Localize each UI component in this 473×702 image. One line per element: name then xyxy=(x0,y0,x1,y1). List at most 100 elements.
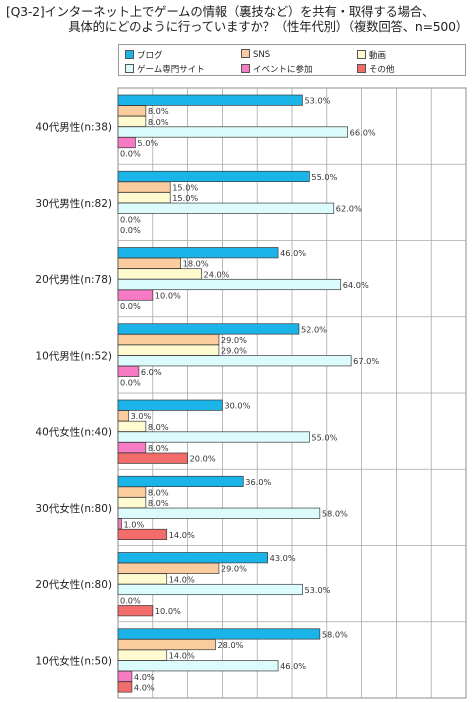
data-label: 8.0% xyxy=(148,106,169,116)
data-label: 4.0% xyxy=(134,672,155,682)
bar-video xyxy=(117,268,202,280)
bar-sns xyxy=(117,562,220,574)
data-label: 24.0% xyxy=(204,269,230,279)
data-label: 0.0% xyxy=(120,596,141,606)
data-label: 14.0% xyxy=(169,574,195,584)
data-label: 10.0% xyxy=(155,291,181,301)
legend-swatch-event xyxy=(241,64,250,73)
bar-game-site xyxy=(117,660,279,672)
bar-video xyxy=(117,344,220,356)
data-label: 36.0% xyxy=(245,477,271,487)
data-label: 55.0% xyxy=(311,172,337,182)
data-label: 29.0% xyxy=(221,346,247,356)
legend-swatch-game-site xyxy=(125,64,134,73)
data-label: 64.0% xyxy=(343,280,369,290)
data-label: 10.0% xyxy=(155,606,181,616)
data-label: 29.0% xyxy=(221,564,247,574)
legend-item-event: イベントに参加 xyxy=(241,63,313,75)
legend-swatch-other xyxy=(357,64,366,73)
bar-event xyxy=(117,137,136,149)
legend-item-game-site: ゲーム専門サイト xyxy=(125,63,205,75)
data-label: 67.0% xyxy=(353,356,379,366)
chart-title-line-1: [Q3-2]インターネット上でゲームの情報（裏技など）を共有・取得する場合、 xyxy=(6,4,435,19)
data-label: 58.0% xyxy=(322,629,348,639)
category-label: 20代男性(n:78) xyxy=(35,273,112,286)
legend-swatch-video xyxy=(357,50,366,59)
bar-blog xyxy=(117,247,279,259)
legend-label-video: 動画 xyxy=(369,51,387,61)
legend-swatch-blog xyxy=(125,50,134,59)
bar-video xyxy=(117,649,168,661)
bar-game-site xyxy=(117,583,303,596)
bar-other xyxy=(117,605,154,617)
bar-blog xyxy=(117,170,310,182)
data-label: 14.0% xyxy=(169,530,195,540)
data-label: 1.0% xyxy=(123,519,144,529)
bar-game-site xyxy=(117,202,335,214)
data-label: 8.0% xyxy=(148,498,169,508)
data-label: 58.0% xyxy=(322,509,348,519)
bar-other xyxy=(117,681,133,693)
bar-blog xyxy=(117,552,268,564)
data-label: 66.0% xyxy=(350,127,376,137)
category-label: 30代男性(n:82) xyxy=(35,197,112,210)
chart-legend: ブログ SNS 動画 ゲーム専門サイト イベントに参加 その他 xyxy=(118,44,466,76)
bar-game-site xyxy=(117,278,342,291)
data-label: 3.0% xyxy=(130,411,151,421)
data-label: 0.0% xyxy=(120,301,141,311)
data-label: 28.0% xyxy=(217,640,243,650)
data-label: 53.0% xyxy=(304,96,330,106)
data-label: 8.0% xyxy=(148,487,169,497)
bar-game-site xyxy=(117,126,349,138)
data-label: 5.0% xyxy=(137,138,158,148)
data-label: 8.0% xyxy=(148,443,169,453)
data-label: 53.0% xyxy=(304,585,330,595)
bar-game-site xyxy=(117,355,352,367)
category-label: 40代男性(n:38) xyxy=(35,121,112,134)
data-label: 4.0% xyxy=(134,682,155,692)
data-label: 8.0% xyxy=(148,422,169,432)
data-label: 15.0% xyxy=(172,182,198,192)
data-label: 30.0% xyxy=(224,401,250,411)
legend-label-game-site: ゲーム専門サイト xyxy=(137,65,205,75)
bar-video xyxy=(117,497,147,509)
bar-blog xyxy=(117,399,223,411)
bar-video xyxy=(117,192,171,204)
legend-item-other: その他 xyxy=(357,63,395,75)
bar-event xyxy=(117,518,122,530)
bar-event xyxy=(117,365,140,377)
bar-game-site xyxy=(117,507,321,519)
bar-blog xyxy=(117,475,244,487)
data-label: 0.0% xyxy=(120,214,141,224)
data-label: 14.0% xyxy=(169,651,195,661)
legend-item-blog: ブログ xyxy=(125,49,163,61)
category-label: 10代女性(n:50) xyxy=(35,654,112,667)
data-label: 52.0% xyxy=(301,324,327,334)
legend-label-sns: SNS xyxy=(253,50,271,60)
legend-item-sns: SNS xyxy=(241,49,270,60)
bar-blog xyxy=(117,94,303,106)
data-label: 46.0% xyxy=(280,248,306,258)
data-label: 18.0% xyxy=(183,259,209,269)
legend-label-event: イベントに参加 xyxy=(253,65,313,75)
bar-video xyxy=(117,115,147,127)
data-label: 0.0% xyxy=(120,377,141,387)
bar-other xyxy=(117,452,188,464)
bar-sns xyxy=(117,257,181,269)
bar-event xyxy=(117,670,133,682)
bar-game-site xyxy=(117,431,310,443)
data-label: 20.0% xyxy=(190,454,216,464)
bar-sns xyxy=(117,410,129,422)
category-label: 40代女性(n:40) xyxy=(35,426,112,439)
legend-label-blog: ブログ xyxy=(137,51,163,61)
data-label: 0.0% xyxy=(120,225,141,235)
data-label: 8.0% xyxy=(148,117,169,127)
data-label: 15.0% xyxy=(172,193,198,203)
chart-title: [Q3-2]インターネット上でゲームの情報（裏技など）を共有・取得する場合、 具… xyxy=(6,4,468,34)
bar-blog xyxy=(117,323,300,335)
bar-sns xyxy=(117,638,216,651)
bar-event xyxy=(117,289,154,301)
data-label: 55.0% xyxy=(311,432,337,442)
bar-sns xyxy=(117,181,171,193)
chart-title-line-2: 具体的にどのように行っていますか？（性年代別）（複数回答、n=500） xyxy=(68,19,468,34)
